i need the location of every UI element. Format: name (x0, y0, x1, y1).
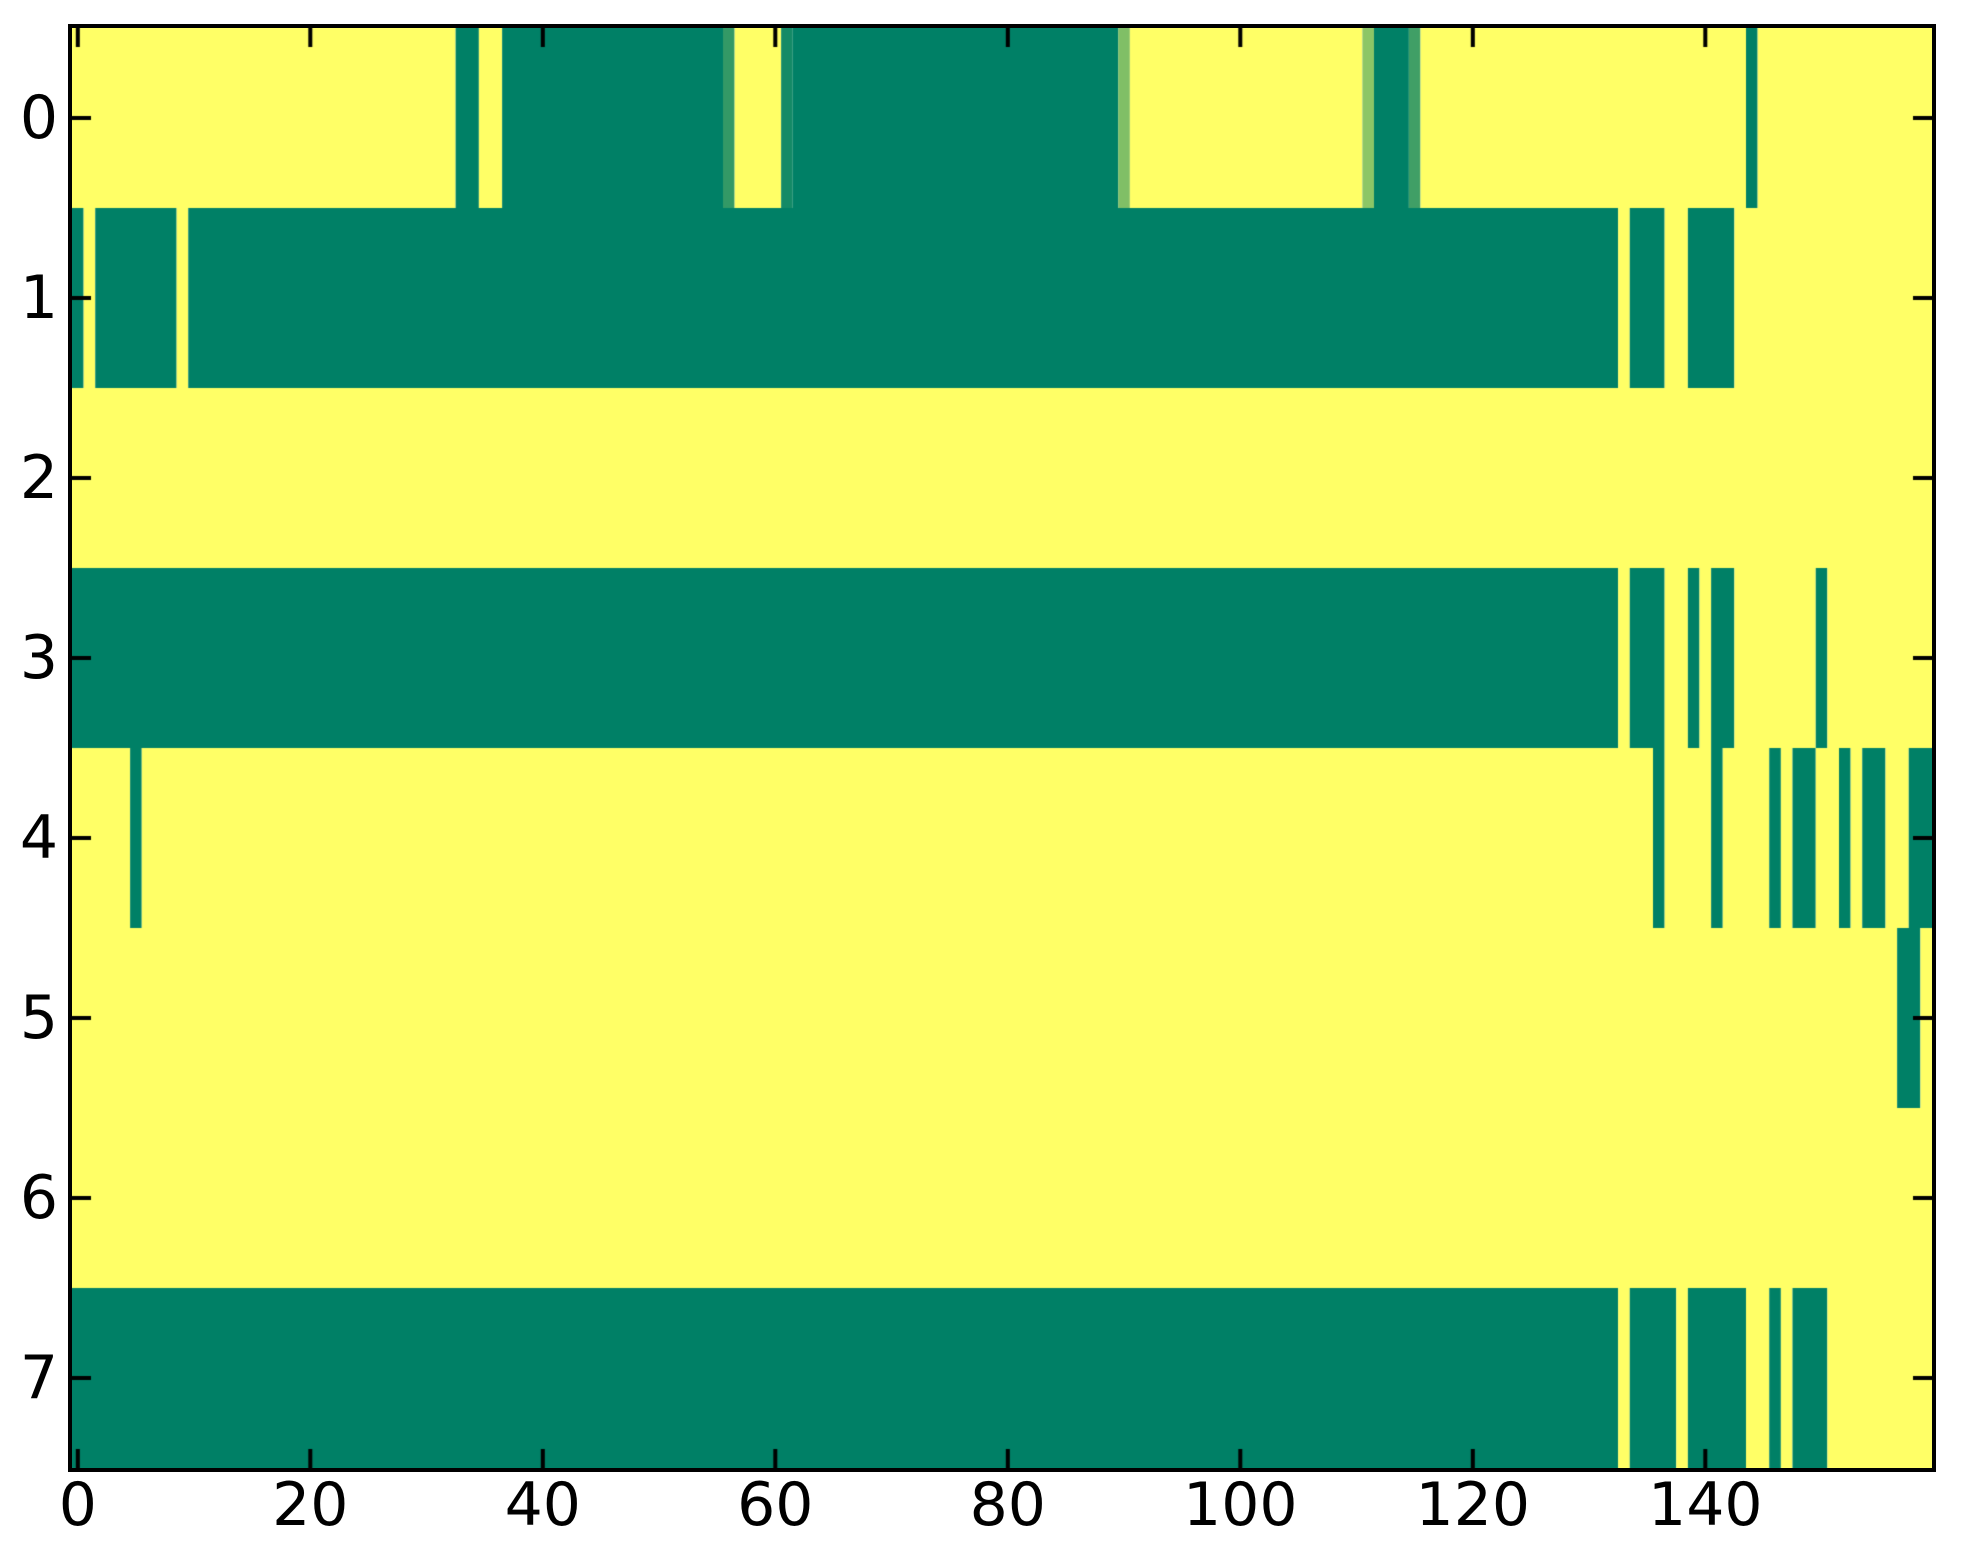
x-tick-label-120: 120 (1415, 1470, 1531, 1540)
x-tick-label-100: 100 (1183, 1470, 1298, 1540)
plot-border (68, 24, 1936, 1472)
y-tick-label-0: 0 (19, 83, 58, 153)
y-tick-label-3: 3 (19, 623, 58, 693)
x-tick-label-140: 140 (1648, 1470, 1763, 1540)
y-tick-label-7: 7 (19, 1343, 58, 1413)
x-tick-label-40: 40 (504, 1470, 581, 1540)
y-tick-label-2: 2 (19, 443, 58, 513)
x-tick-label-0: 0 (58, 1470, 97, 1540)
x-tick-label-80: 80 (969, 1470, 1046, 1540)
x-tick-label-60: 60 (737, 1470, 814, 1540)
heatmap-canvas (72, 28, 1932, 1468)
y-tick-label-5: 5 (19, 983, 58, 1053)
x-tick-label-20: 20 (272, 1470, 349, 1540)
y-tick-label-1: 1 (19, 263, 58, 333)
y-tick-label-4: 4 (19, 803, 58, 873)
y-tick-label-6: 6 (19, 1163, 58, 1233)
